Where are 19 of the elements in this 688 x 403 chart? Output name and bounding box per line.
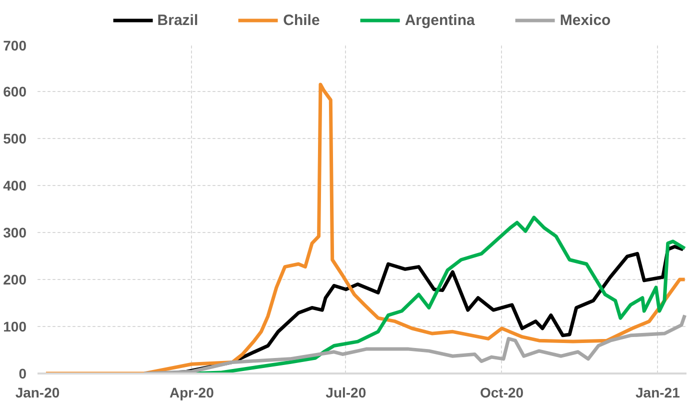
x-tick-label: Jan-21	[636, 384, 680, 400]
legend-label: Chile	[283, 10, 320, 30]
y-tick-label: 300	[3, 224, 27, 240]
legend-label: Argentina	[404, 10, 475, 30]
y-tick-label: 100	[3, 318, 27, 334]
line-series	[142, 313, 686, 374]
y-tick-label: 500	[3, 130, 27, 146]
line-series	[44, 82, 686, 374]
y-tick-label: 400	[3, 178, 27, 194]
y-tick-label: 700	[3, 38, 27, 54]
x-tick-label: Apr-20	[170, 384, 214, 400]
y-tick-label: 200	[3, 272, 27, 288]
legend-label: Mexico	[560, 10, 611, 30]
x-tick-label: Jul-20	[326, 384, 366, 400]
legend-label: Brazil	[157, 10, 198, 30]
y-tick-label: 0	[18, 366, 27, 382]
x-tick-label: Jan-20	[15, 384, 60, 400]
y-tick-label: 600	[3, 84, 27, 100]
x-tick-label: Oct-20	[480, 384, 524, 400]
